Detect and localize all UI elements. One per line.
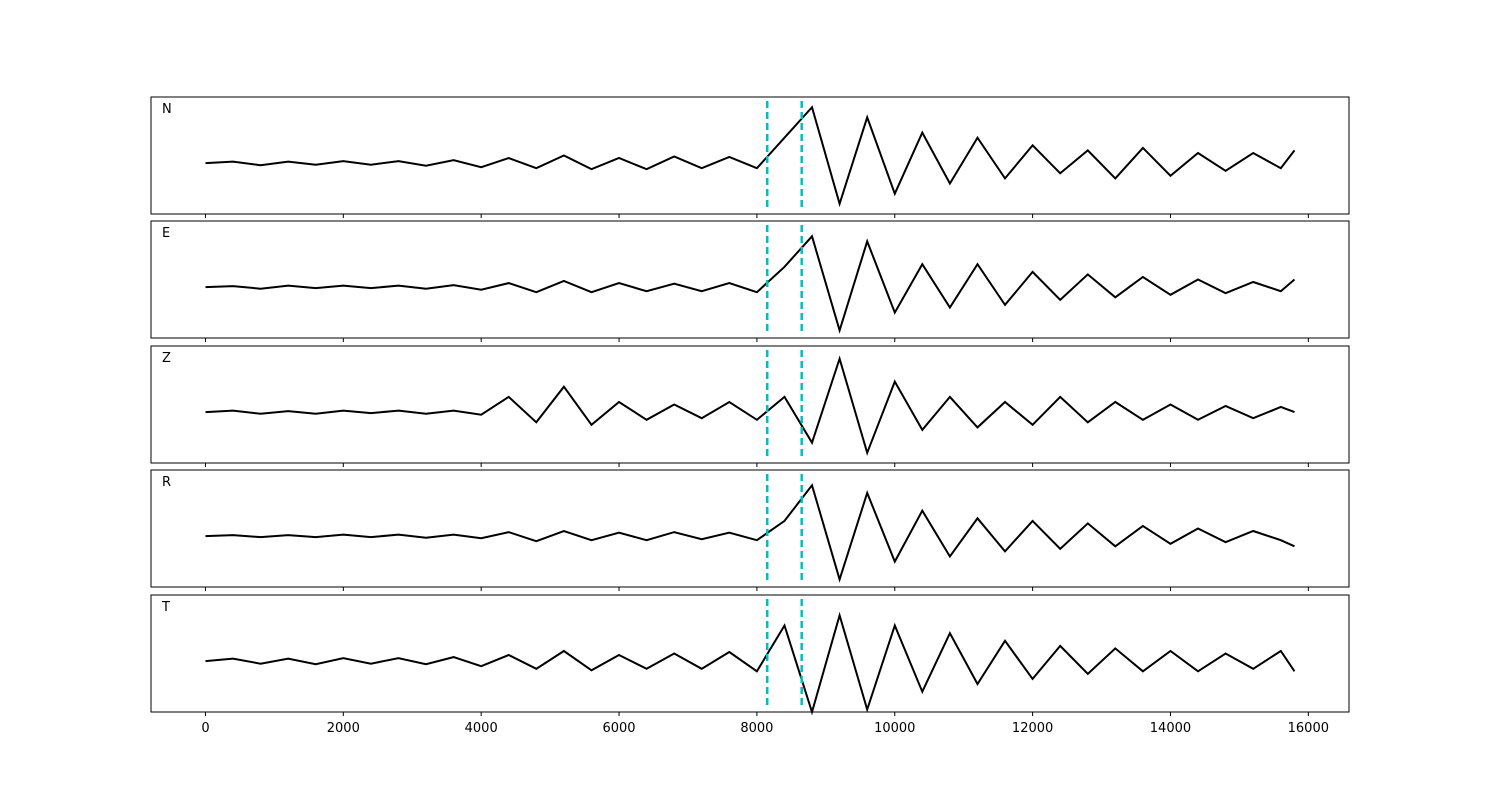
panel-frame: [150, 96, 1350, 215]
panel-frame: [150, 594, 1350, 713]
x-tick-label: 10000: [874, 721, 915, 736]
x-tick-label: 0: [201, 721, 209, 736]
x-tick-label: 4000: [465, 721, 498, 736]
x-tick-label: 16000: [1288, 721, 1329, 736]
panel-label: N: [162, 102, 172, 117]
waveform: [205, 611, 1296, 716]
x-tick-label: 6000: [602, 721, 635, 736]
x-tick-label: 2000: [327, 721, 360, 736]
x-tick-label: 14000: [1150, 721, 1191, 736]
waveform: [205, 105, 1296, 208]
waveform: [205, 234, 1296, 334]
panel-label: T: [161, 600, 170, 615]
panel-frame: [150, 345, 1350, 464]
waveform: [205, 355, 1295, 456]
x-tick-label: 8000: [740, 721, 773, 736]
panel-frame: [150, 469, 1350, 588]
panel-label: E: [162, 226, 170, 241]
panel-label: R: [162, 475, 171, 490]
panel-label: Z: [162, 351, 171, 366]
x-tick-label: 12000: [1012, 721, 1053, 736]
panel-frame: [150, 220, 1350, 339]
waveform: [205, 483, 1295, 583]
